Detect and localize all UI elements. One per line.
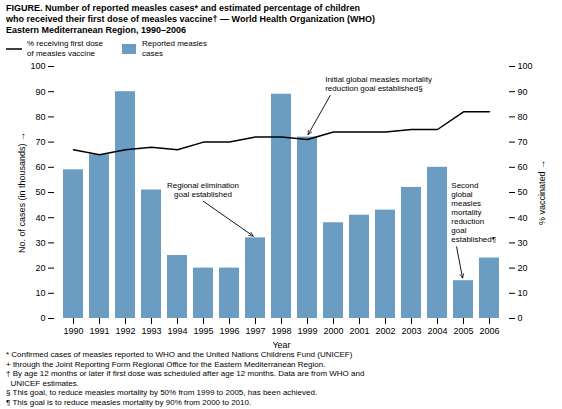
svg-text:50: 50	[518, 187, 528, 197]
svg-text:2006: 2006	[479, 326, 499, 336]
svg-text:No. of cases (in thousands) →: No. of cases (in thousands) →	[17, 132, 27, 253]
svg-text:1993: 1993	[141, 326, 161, 336]
svg-text:10: 10	[35, 288, 45, 298]
svg-text:10: 10	[518, 288, 528, 298]
html-text:¶ This goal is to reduce measl: ¶ This goal is to reduce measles mortali…	[6, 397, 252, 407]
svg-text:40: 40	[35, 213, 45, 223]
svg-text:1994: 1994	[167, 326, 187, 336]
svg-text:80: 80	[35, 112, 45, 122]
svg-text:2005: 2005	[453, 326, 473, 336]
svg-text:60: 60	[35, 162, 45, 172]
svg-text:1992: 1992	[115, 326, 135, 336]
svg-text:40: 40	[518, 213, 528, 223]
svg-text:Regional eliminationgoal estab: Regional eliminationgoal established	[167, 181, 239, 199]
svg-text:1999: 1999	[297, 326, 317, 336]
svg-text:% vaccinated →: % vaccinated →	[537, 160, 547, 225]
svg-text:20: 20	[518, 263, 528, 273]
svg-text:100: 100	[518, 61, 533, 71]
svg-text:Initial global measles mortali: Initial global measles mortalityreductio…	[325, 75, 432, 93]
html-text:% receiving first dose of meas: % receiving first dose of measles vaccin…	[27, 39, 103, 58]
svg-text:Year: Year	[272, 340, 290, 350]
svg-text:100: 100	[30, 61, 45, 71]
svg-text:50: 50	[35, 187, 45, 197]
html-text:UNICEF estimates.: UNICEF estimates.	[6, 378, 79, 388]
svg-text:2002: 2002	[375, 326, 395, 336]
html-text:+ through the Joint Reporting: + through the Joint Reporting Form Regio…	[6, 359, 326, 369]
html-text:* Confirmed cases of measles r: * Confirmed cases of measles reported to…	[6, 350, 353, 359]
svg-text:0: 0	[40, 313, 45, 323]
svg-text:2004: 2004	[427, 326, 447, 336]
html-text:Reported measles cases: Reported measles cases	[142, 39, 207, 58]
svg-text:1995: 1995	[193, 326, 213, 336]
svg-text:1991: 1991	[89, 326, 109, 336]
html-text:§ This goal, to reduce measles: § This goal, to reduce measles mortality…	[6, 388, 318, 397]
svg-text:80: 80	[518, 112, 528, 122]
svg-text:30: 30	[518, 238, 528, 248]
svg-text:70: 70	[35, 137, 45, 147]
svg-text:2001: 2001	[349, 326, 369, 336]
svg-text:Secondglobalmeaslesmortalityre: Secondglobalmeaslesmortalityreductiongoa…	[451, 181, 496, 244]
svg-text:90: 90	[35, 87, 45, 97]
svg-text:30: 30	[35, 238, 45, 248]
svg-text:20: 20	[35, 263, 45, 273]
svg-text:2000: 2000	[323, 326, 343, 336]
svg-text:0: 0	[518, 313, 523, 323]
svg-text:90: 90	[518, 87, 528, 97]
html-text:FIGURE. Number of reported mea: FIGURE. Number of reported measles cases…	[6, 3, 375, 35]
svg-text:1997: 1997	[245, 326, 265, 336]
svg-text:1990: 1990	[63, 326, 83, 336]
html-text:† By age 12 months or later if: † By age 12 months or later if first dos…	[6, 369, 365, 378]
svg-text:2003: 2003	[401, 326, 421, 336]
svg-text:60: 60	[518, 162, 528, 172]
svg-text:70: 70	[518, 137, 528, 147]
svg-text:1998: 1998	[271, 326, 291, 336]
svg-text:1996: 1996	[219, 326, 239, 336]
